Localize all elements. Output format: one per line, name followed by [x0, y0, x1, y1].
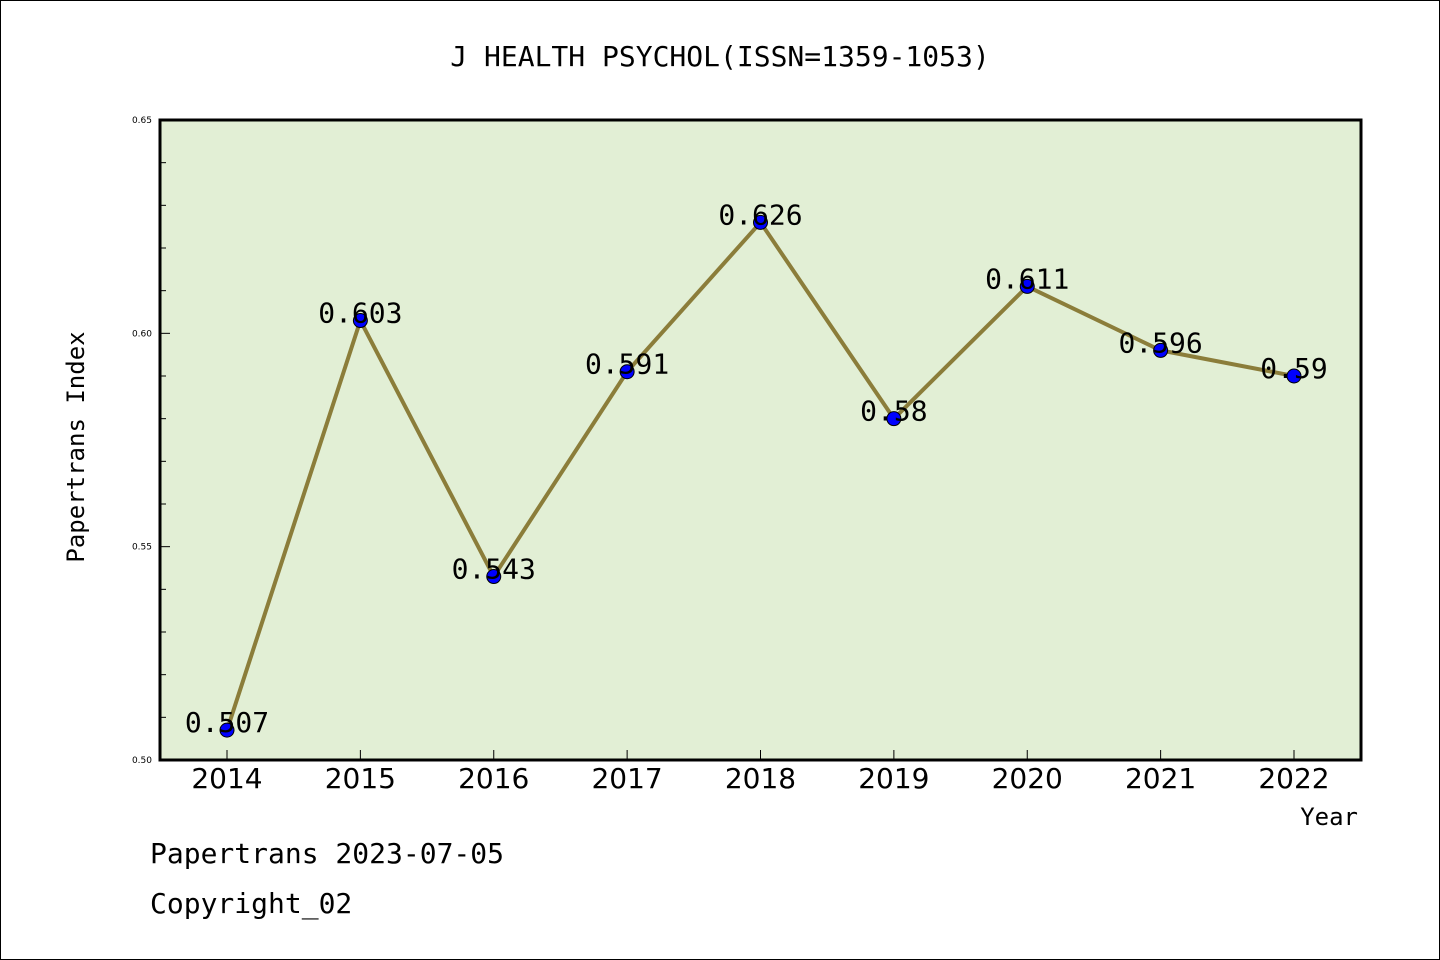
data-label: 0.591: [585, 348, 669, 381]
x-tick-label: 2018: [725, 762, 796, 795]
x-tick-label: 2014: [191, 762, 262, 795]
data-point: [219, 722, 235, 738]
data-point: [1153, 342, 1169, 358]
y-tick-label: 0.65: [132, 116, 152, 126]
data-point: [352, 313, 368, 329]
data-point: [619, 364, 635, 380]
x-tick-label: 2016: [458, 762, 529, 795]
data-point: [753, 214, 768, 230]
footer-copyright: Copyright_02: [150, 887, 352, 921]
x-tick-label: 2015: [325, 762, 396, 795]
x-tick-label: 2020: [992, 762, 1063, 795]
data-label: 0.603: [318, 297, 402, 330]
data-label: 0.626: [718, 198, 802, 231]
y-tick-label: 0.60: [132, 329, 152, 339]
data-point: [1286, 368, 1302, 384]
data-label: 0.596: [1118, 326, 1202, 359]
data-label: 0.507: [185, 706, 269, 739]
x-tick-label: 2021: [1125, 762, 1196, 795]
data-point: [486, 569, 502, 585]
data-point: [886, 411, 902, 427]
x-tick-label: 2019: [858, 762, 929, 795]
data-label: 0.543: [452, 553, 536, 586]
data-point: [1019, 278, 1035, 294]
data-label: 0.58: [860, 395, 927, 428]
x-tick-label: 2022: [1258, 762, 1329, 795]
data-label: 0.611: [985, 262, 1069, 295]
y-axis-label: Papertrans Index: [62, 331, 90, 562]
data-labels: 0.507 0.603 0.543 0.591 0.626 0.58 0.611 0.596 0…: [185, 198, 1328, 739]
series-markers: [219, 214, 1302, 738]
x-tick-label: 2017: [591, 762, 662, 795]
y-tick-label: 0.55: [132, 543, 152, 553]
footer-date: Papertrans 2023-07-05: [150, 837, 504, 870]
plot-frame: [158, 118, 1363, 762]
y-tick-label: 0.50: [132, 756, 152, 766]
chart-title: J HEALTH PSYCHOL(ISSN=1359-1053): [450, 40, 989, 73]
x-axis: 2014 2015 2016 2017 2018 2019 2020 2021 2022: [191, 750, 1330, 795]
data-label: 0.59: [1260, 352, 1327, 385]
x-axis-label: Year: [1300, 803, 1358, 831]
